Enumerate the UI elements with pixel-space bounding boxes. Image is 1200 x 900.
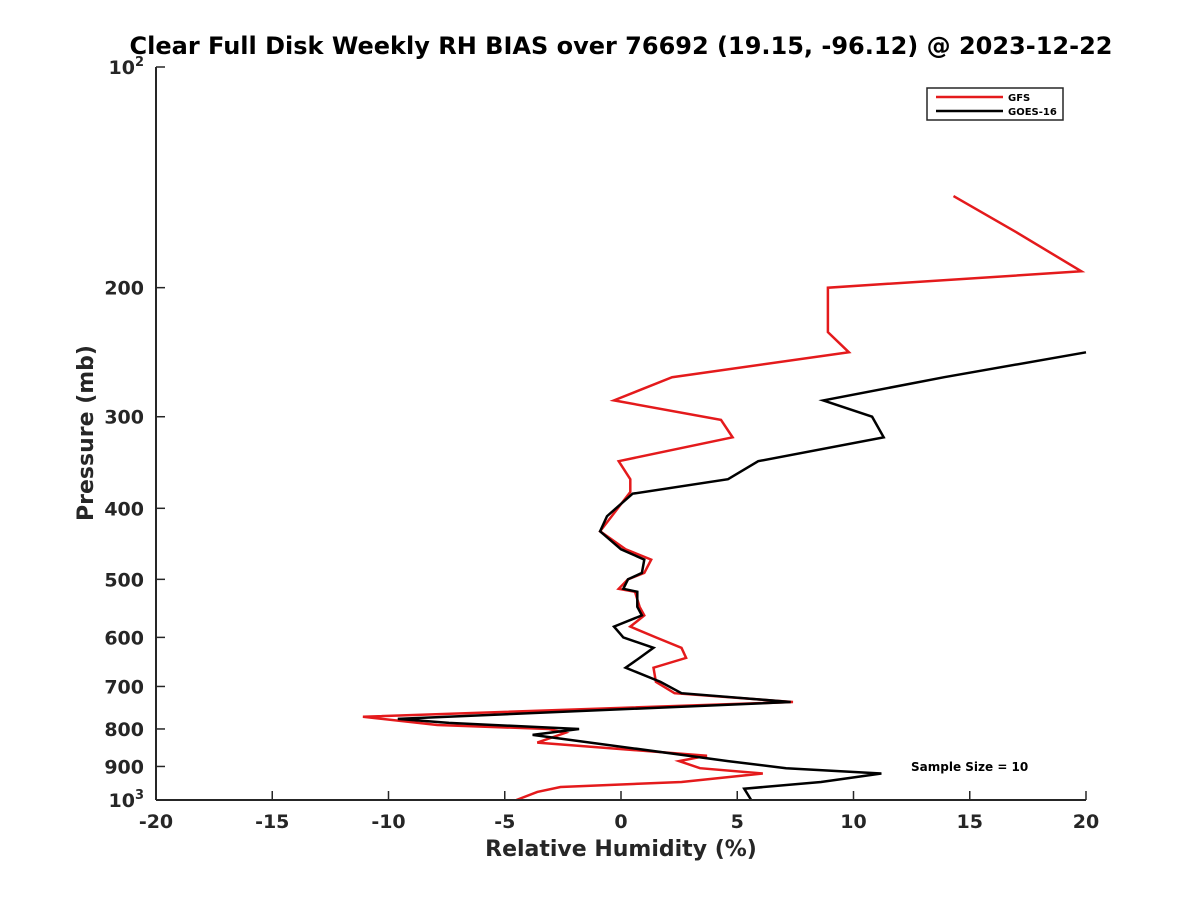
x-tick-label: -20 <box>139 811 173 833</box>
y-tick-label: 102 <box>109 55 145 79</box>
x-tick-label: -15 <box>255 811 289 833</box>
y-tick-label: 103 <box>109 788 145 812</box>
plot-area: -20 -15 -10 -5 0 5 10 15 20 10220030040050060070… <box>104 55 1099 833</box>
x-tick-label: 0 <box>614 811 627 833</box>
y-tick-base: 10 <box>109 57 135 79</box>
y-tick-label: 500 <box>104 569 144 591</box>
y-tick-label: 600 <box>104 627 144 649</box>
chart-title: Clear Full Disk Weekly RH BIAS over 7669… <box>130 32 1113 60</box>
y-tick-label: 800 <box>104 719 144 741</box>
y-tick-label: 400 <box>104 498 144 520</box>
legend: GFS GOES-16 <box>926 87 1064 121</box>
x-tick-label: 5 <box>731 811 744 833</box>
series-line-goes-16 <box>397 351 1087 801</box>
legend-label-gfs: GFS <box>1008 93 1030 104</box>
legend-label-goes16: GOES-16 <box>1008 107 1057 118</box>
y-tick-label: 200 <box>104 278 144 300</box>
x-ticks: -20 -15 -10 -5 0 5 10 15 20 <box>139 791 1099 833</box>
y-tick-label: 300 <box>104 407 144 429</box>
x-tick-label: -10 <box>371 811 405 833</box>
y-tick-label: 900 <box>104 756 144 778</box>
x-tick-label: 15 <box>957 811 983 833</box>
y-tick-exponent: 2 <box>135 55 144 70</box>
series-group <box>362 195 1087 802</box>
sample-size-annotation: Sample Size = 10 <box>911 760 1028 774</box>
y-tick-exponent: 3 <box>135 788 144 803</box>
legend-box <box>926 87 1064 121</box>
x-tick-label: 10 <box>840 811 866 833</box>
y-axis-label: Pressure (mb) <box>74 345 99 521</box>
x-tick-label: 20 <box>1073 811 1099 833</box>
x-axis-label: Relative Humidity (%) <box>485 837 757 862</box>
y-tick-base: 10 <box>109 790 135 812</box>
y-tick-label: 700 <box>104 676 144 698</box>
x-tick-label: -5 <box>494 811 515 833</box>
